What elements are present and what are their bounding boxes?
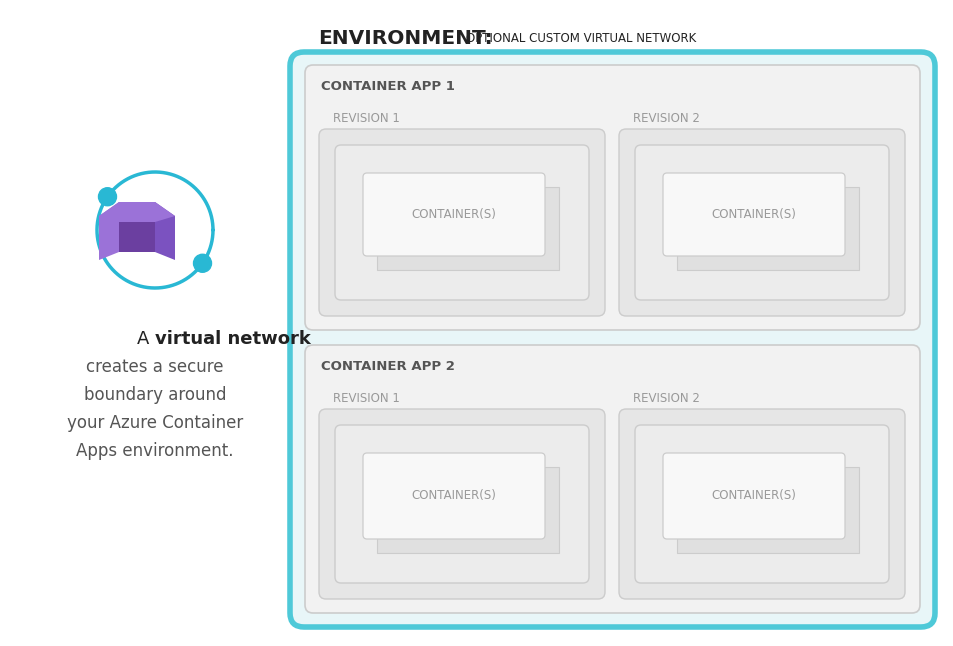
Text: CONTAINER(S): CONTAINER(S) — [411, 490, 496, 503]
Text: REVISION 2: REVISION 2 — [633, 393, 700, 406]
FancyBboxPatch shape — [662, 453, 844, 539]
Text: ENVIRONMENT:: ENVIRONMENT: — [317, 28, 492, 48]
Text: OPTIONAL CUSTOM VIRTUAL NETWORK: OPTIONAL CUSTOM VIRTUAL NETWORK — [465, 32, 696, 45]
FancyBboxPatch shape — [290, 52, 934, 627]
Circle shape — [193, 255, 212, 272]
Polygon shape — [99, 202, 119, 260]
FancyBboxPatch shape — [363, 453, 544, 539]
Text: boundary around: boundary around — [84, 386, 226, 404]
Text: CONTAINER(S): CONTAINER(S) — [711, 490, 796, 503]
Text: REVISION 2: REVISION 2 — [633, 112, 700, 125]
FancyBboxPatch shape — [335, 425, 588, 583]
Text: CONTAINER(S): CONTAINER(S) — [411, 208, 496, 221]
Polygon shape — [99, 202, 174, 222]
FancyBboxPatch shape — [363, 173, 544, 256]
Text: CONTAINER(S): CONTAINER(S) — [711, 208, 796, 221]
Circle shape — [98, 188, 116, 205]
Text: REVISION 1: REVISION 1 — [333, 112, 399, 125]
Text: REVISION 1: REVISION 1 — [333, 393, 399, 406]
Bar — [677, 467, 858, 553]
Text: creates a secure: creates a secure — [86, 358, 224, 376]
Text: Apps environment.: Apps environment. — [76, 442, 233, 460]
FancyBboxPatch shape — [662, 173, 844, 256]
Polygon shape — [119, 202, 154, 252]
Bar — [376, 187, 558, 270]
FancyBboxPatch shape — [335, 145, 588, 300]
FancyBboxPatch shape — [318, 129, 604, 316]
Text: virtual network: virtual network — [154, 330, 311, 348]
Polygon shape — [154, 202, 174, 260]
FancyBboxPatch shape — [305, 345, 919, 613]
Text: your Azure Container: your Azure Container — [67, 414, 243, 432]
FancyBboxPatch shape — [635, 425, 888, 583]
FancyBboxPatch shape — [618, 409, 904, 599]
Text: CONTAINER APP 2: CONTAINER APP 2 — [320, 360, 455, 373]
Bar — [677, 187, 858, 270]
Text: A: A — [136, 330, 154, 348]
FancyBboxPatch shape — [305, 65, 919, 330]
FancyBboxPatch shape — [635, 145, 888, 300]
Text: CONTAINER APP 1: CONTAINER APP 1 — [320, 81, 455, 94]
FancyBboxPatch shape — [618, 129, 904, 316]
Bar — [376, 467, 558, 553]
FancyBboxPatch shape — [318, 409, 604, 599]
